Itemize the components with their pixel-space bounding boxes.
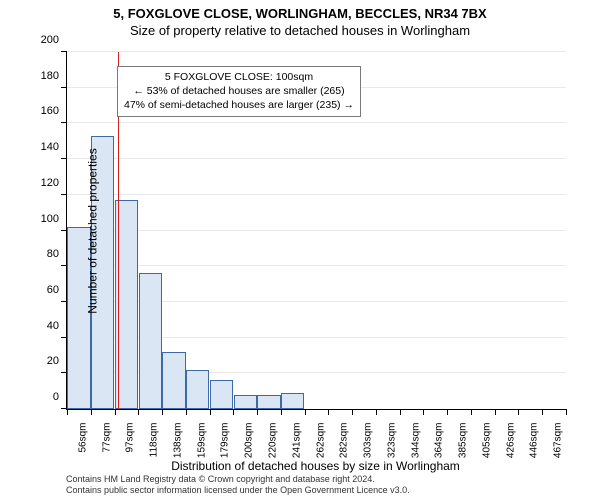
x-tick-label: 405sqm (481, 423, 492, 459)
x-tick-label: 220sqm (267, 423, 278, 459)
x-tick (91, 409, 92, 415)
x-tick (210, 409, 211, 415)
bar (281, 393, 304, 409)
x-tick-label: 118sqm (149, 423, 160, 458)
title-main: 5, FOXGLOVE CLOSE, WORLINGHAM, BECCLES, … (0, 6, 600, 21)
grid-line (67, 158, 566, 159)
x-tick-label: 282sqm (339, 423, 350, 459)
x-tick (542, 409, 543, 415)
y-tick-label: 140 (41, 141, 59, 153)
y-tick-label: 160 (41, 105, 59, 117)
chart-plot-area: 02040608010012014016018020056sqm77sqm97s… (66, 52, 566, 410)
y-axis-title: Number of detached properties (86, 148, 100, 313)
y-tick (61, 337, 67, 338)
x-tick (305, 409, 306, 415)
x-tick (257, 409, 258, 415)
x-tick (281, 409, 282, 415)
x-tick-label: 467sqm (553, 423, 564, 459)
y-tick (61, 87, 67, 88)
x-tick-label: 200sqm (244, 423, 255, 459)
x-tick (566, 409, 567, 415)
x-tick-label: 77sqm (101, 423, 112, 453)
x-tick (423, 409, 424, 415)
x-tick (400, 409, 401, 415)
y-tick-label: 40 (47, 320, 59, 332)
y-tick-label: 180 (41, 70, 59, 82)
annotation-line: 47% of semi-detached houses are larger (… (124, 98, 354, 112)
y-tick (61, 230, 67, 231)
bar (186, 370, 209, 409)
y-tick-label: 80 (47, 248, 59, 260)
y-tick (61, 372, 67, 373)
bar (210, 380, 233, 409)
y-tick (61, 51, 67, 52)
title-block: 5, FOXGLOVE CLOSE, WORLINGHAM, BECCLES, … (0, 0, 600, 38)
y-tick (61, 122, 67, 123)
grid-line (67, 265, 566, 266)
annotation-box: 5 FOXGLOVE CLOSE: 100sqm ← 53% of detach… (117, 66, 361, 117)
x-tick (186, 409, 187, 415)
y-tick-label: 120 (41, 177, 59, 189)
x-tick (495, 409, 496, 415)
attribution-line: Contains public sector information licen… (66, 485, 410, 496)
attribution-line: Contains HM Land Registry data © Crown c… (66, 474, 410, 485)
bar (162, 352, 185, 409)
annotation-line: ← 53% of detached houses are smaller (26… (124, 84, 354, 98)
x-tick (162, 409, 163, 415)
x-tick-label: 138sqm (172, 423, 183, 459)
x-tick (233, 409, 234, 415)
x-tick (376, 409, 377, 415)
x-tick-label: 262sqm (315, 423, 326, 459)
attribution: Contains HM Land Registry data © Crown c… (66, 474, 410, 497)
x-tick-label: 323sqm (386, 423, 397, 459)
x-tick (328, 409, 329, 415)
y-tick-label: 60 (47, 284, 59, 296)
grid-line (67, 194, 566, 195)
grid-line (67, 230, 566, 231)
y-tick-label: 0 (53, 391, 59, 403)
x-tick-label: 344sqm (410, 423, 421, 459)
y-tick (61, 158, 67, 159)
y-tick (61, 265, 67, 266)
y-tick-label: 20 (47, 355, 59, 367)
y-tick-label: 200 (41, 34, 59, 46)
y-tick (61, 194, 67, 195)
grid-line (67, 51, 566, 52)
x-tick-label: 241sqm (291, 423, 302, 459)
x-tick-label: 446sqm (529, 423, 540, 459)
x-tick (67, 409, 68, 415)
x-tick-label: 364sqm (434, 423, 445, 459)
x-tick-label: 159sqm (196, 423, 207, 459)
bar (139, 273, 162, 409)
x-tick (447, 409, 448, 415)
x-tick-label: 56sqm (77, 423, 88, 453)
annotation-line: 5 FOXGLOVE CLOSE: 100sqm (124, 70, 354, 84)
x-tick-label: 179sqm (220, 423, 231, 459)
bar (257, 395, 280, 409)
y-tick (61, 301, 67, 302)
x-tick-label: 97sqm (125, 423, 136, 453)
y-tick-label: 100 (41, 213, 59, 225)
bar (234, 395, 257, 409)
x-tick (138, 409, 139, 415)
x-tick-label: 303sqm (363, 423, 374, 459)
x-tick-label: 385sqm (458, 423, 469, 459)
x-tick (115, 409, 116, 415)
x-tick (471, 409, 472, 415)
chart-container: 5, FOXGLOVE CLOSE, WORLINGHAM, BECCLES, … (0, 0, 600, 500)
grid-line (67, 122, 566, 123)
x-tick (518, 409, 519, 415)
title-sub: Size of property relative to detached ho… (0, 23, 600, 38)
x-tick (352, 409, 353, 415)
x-tick-label: 426sqm (505, 423, 516, 459)
x-axis-title: Distribution of detached houses by size … (171, 459, 460, 473)
